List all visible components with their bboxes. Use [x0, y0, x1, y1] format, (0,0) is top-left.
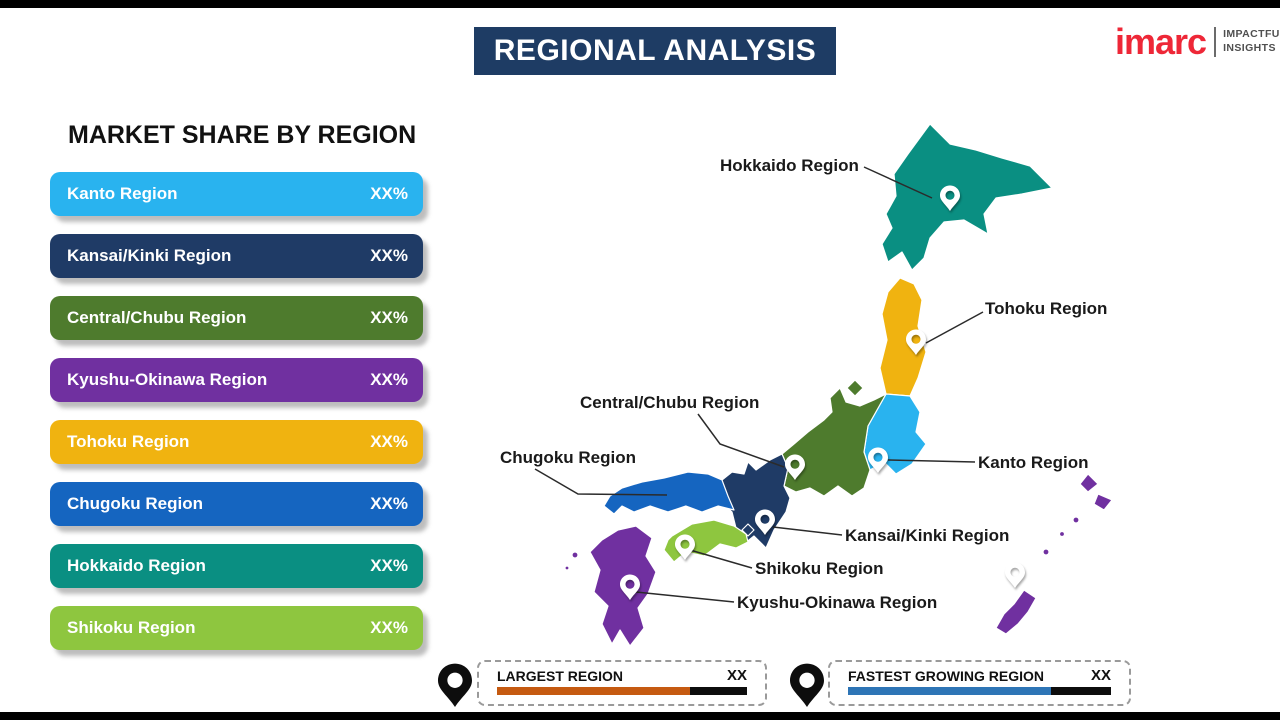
hokkaido-pin-icon	[940, 185, 960, 211]
connector-line-kansai	[772, 526, 843, 536]
share-bar-hokkaido: Hokkaido Region XX%	[50, 544, 423, 588]
fastest-growing-region-bar-end	[1050, 687, 1111, 695]
logo-tagline-line2: INSIGHTS	[1223, 42, 1276, 54]
share-bar-value: XX%	[370, 432, 408, 451]
page-title: REGIONAL ANALYSIS	[493, 34, 817, 67]
share-bar-label: Kyushu-Okinawa Region	[67, 370, 268, 389]
connector-line-kyushu	[635, 591, 735, 603]
map-region-goto-island	[571, 551, 579, 559]
market-share-list: Kanto Region XX% Kansai/Kinki Region XX%…	[50, 172, 423, 668]
map-label-kanto: Kanto Region	[978, 453, 1089, 472]
share-bar-value: XX%	[370, 184, 408, 203]
map-region-goto-island	[564, 565, 570, 571]
share-bar-value: XX%	[370, 246, 408, 265]
share-bar-shikoku: Shikoku Region XX%	[50, 606, 423, 650]
japan-map	[534, 123, 1113, 647]
logo-brand-text: imarc	[1115, 21, 1207, 62]
largest-region-bar	[497, 687, 747, 695]
share-bar-label: Kansai/Kinki Region	[67, 246, 232, 265]
imarc-logo: imarc IMPACTFUL INSIGHTS	[1115, 24, 1280, 60]
connector-line-chugoku	[534, 468, 668, 496]
fastest-growing-region-bar-main	[848, 687, 1051, 695]
share-bar-value: XX%	[370, 494, 408, 513]
tohoku-pin-icon	[906, 329, 926, 355]
map-region-okinawa-island	[1079, 473, 1099, 493]
fastest-growing-region-pin-icon	[790, 663, 824, 707]
chubu-pin-icon	[785, 454, 805, 480]
map-label-tohoku: Tohoku Region	[985, 299, 1108, 318]
okinawa-pin-icon	[1005, 562, 1025, 588]
shikoku-pin-icon	[675, 534, 695, 560]
share-bar-kanto: Kanto Region XX%	[50, 172, 423, 216]
map-label-shikoku: Shikoku Region	[755, 559, 884, 578]
share-bar-label: Shikoku Region	[67, 618, 196, 637]
japan-map-area: Hokkaido Region Tohoku Region Central/Ch…	[440, 100, 1160, 660]
map-label-kansai: Kansai/Kinki Region	[845, 526, 1010, 545]
kansai-pin-icon	[755, 509, 775, 535]
share-bar-kansai: Kansai/Kinki Region XX%	[50, 234, 423, 278]
share-bar-chugoku: Chugoku Region XX%	[50, 482, 423, 526]
share-bar-chubu: Central/Chubu Region XX%	[50, 296, 423, 340]
share-bar-label: Chugoku Region	[67, 494, 203, 513]
map-region-hokkaido	[881, 123, 1053, 271]
share-bar-label: Kanto Region	[67, 184, 178, 203]
share-bar-label: Central/Chubu Region	[67, 308, 247, 327]
map-region-okinawa-main-island	[995, 589, 1037, 635]
logo-tagline: IMPACTFUL INSIGHTS	[1223, 28, 1280, 55]
share-bar-value: XX%	[370, 308, 408, 327]
largest-region-bar-end	[689, 687, 747, 695]
fastest-growing-region-bar	[848, 687, 1111, 695]
fastest-growing-region-value: XX	[1090, 667, 1111, 684]
top-black-strip	[0, 0, 1280, 8]
market-share-heading: MARKET SHARE BY REGION	[68, 121, 417, 149]
page-title-banner: REGIONAL ANALYSIS	[474, 27, 836, 75]
kanto-pin-icon	[868, 447, 888, 473]
share-bar-value: XX%	[370, 370, 408, 389]
map-label-chugoku: Chugoku Region	[500, 448, 636, 467]
map-label-kyushu: Kyushu-Okinawa Region	[737, 593, 938, 612]
map-region-okinawa-island	[1042, 548, 1050, 556]
connector-line-shikoku	[689, 549, 753, 569]
share-bar-label: Hokkaido Region	[67, 556, 206, 575]
logo-tagline-line1: IMPACTFUL	[1223, 28, 1280, 41]
map-label-chubu: Central/Chubu Region	[580, 393, 760, 412]
kyushu-pin-icon	[620, 574, 640, 600]
map-region-okinawa-island	[1072, 516, 1080, 524]
connector-line-kanto	[887, 459, 976, 463]
share-bar-kyushu: Kyushu-Okinawa Region XX%	[50, 358, 423, 402]
share-bar-tohoku: Tohoku Region XX%	[50, 420, 423, 464]
map-region-okinawa-island	[1093, 493, 1113, 511]
share-bar-label: Tohoku Region	[67, 432, 190, 451]
largest-region-value: XX	[726, 667, 747, 684]
map-region-sado-island	[846, 379, 864, 397]
connector-line-hokkaido	[863, 166, 933, 199]
connector-line-chubu	[697, 413, 785, 468]
logo-divider	[1214, 27, 1217, 57]
map-label-hokkaido: Hokkaido Region	[720, 156, 859, 175]
connector-line-tohoku	[925, 311, 984, 344]
map-region-okinawa-island	[1058, 530, 1066, 538]
bottom-black-strip	[0, 712, 1280, 720]
fastest-growing-region-legend: FASTEST GROWING REGION XX	[828, 660, 1131, 706]
map-region-tohoku	[879, 277, 927, 397]
fastest-growing-region-label: FASTEST GROWING REGION	[848, 667, 1045, 684]
map-region-chugoku	[603, 471, 735, 515]
largest-region-legend: LARGEST REGION XX	[477, 660, 767, 706]
largest-region-pin-icon	[438, 663, 472, 707]
share-bar-value: XX%	[370, 556, 408, 575]
largest-region-bar-main	[497, 687, 690, 695]
largest-region-label: LARGEST REGION	[497, 667, 624, 684]
share-bar-value: XX%	[370, 618, 408, 637]
